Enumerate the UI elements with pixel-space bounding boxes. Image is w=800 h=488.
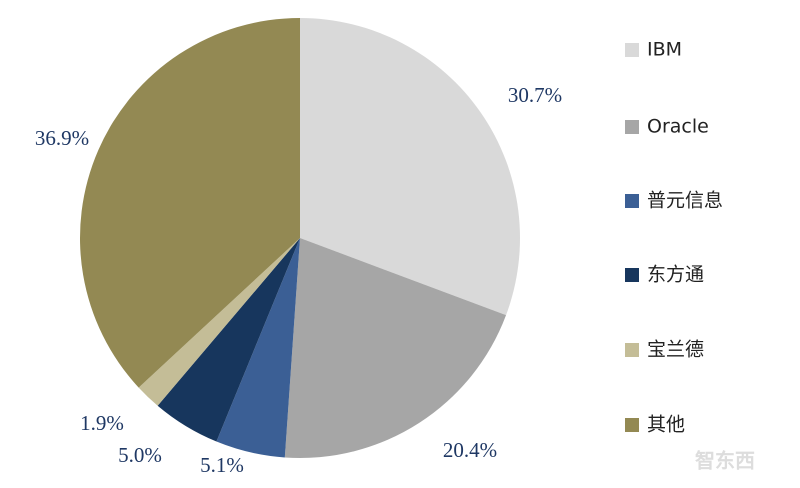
legend-label: 其他 <box>647 414 685 436</box>
legend-label: IBM <box>647 39 682 61</box>
legend-swatch <box>625 120 639 134</box>
data-label: 36.9% <box>35 126 89 150</box>
legend-swatch <box>625 418 639 432</box>
data-label: 1.9% <box>80 411 124 435</box>
legend-swatch <box>625 194 639 208</box>
pie-slice <box>284 238 507 458</box>
legend-swatch <box>625 268 639 282</box>
watermark: 智东西 <box>695 449 755 473</box>
data-label: 20.4% <box>443 438 497 462</box>
pie-slice <box>300 18 520 316</box>
legend-swatch <box>625 43 639 57</box>
legend-label: 普元信息 <box>647 190 723 212</box>
legend-label: 东方通 <box>647 264 704 286</box>
pie-slice <box>79 18 300 388</box>
legend-label: 宝兰德 <box>647 339 704 361</box>
pie-slice <box>157 238 300 442</box>
data-label: 5.0% <box>118 443 162 467</box>
pie-slice <box>216 238 300 458</box>
legend-label: Oracle <box>647 116 709 138</box>
data-label: 30.7% <box>508 83 562 107</box>
legend-swatch <box>625 343 639 357</box>
data-label: 5.1% <box>200 453 244 477</box>
pie-slice <box>138 238 300 406</box>
